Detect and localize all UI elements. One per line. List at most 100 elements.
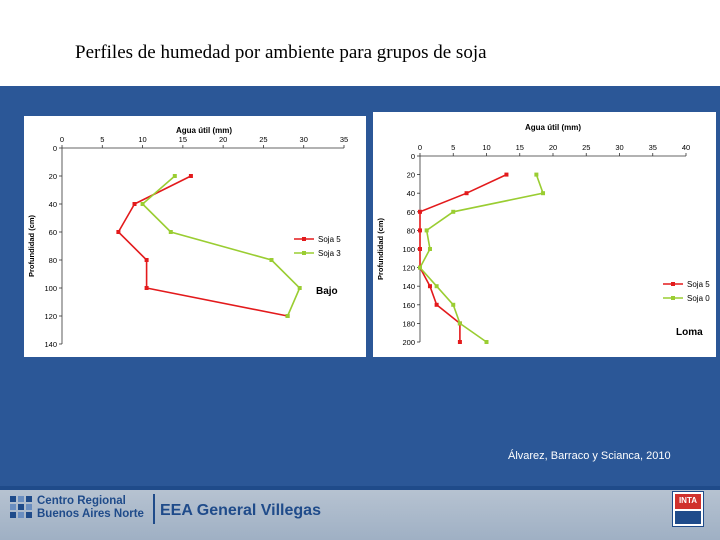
page-title: Perfiles de humedad por ambiente para gr…: [75, 42, 487, 63]
data-point: [534, 172, 539, 177]
data-point: [451, 209, 456, 214]
regional-center-line1: Centro Regional: [37, 495, 126, 507]
series-line: [419, 174, 545, 343]
y-tick-label: 160: [402, 301, 415, 310]
data-point: [168, 230, 173, 234]
x-tick-label: 0: [60, 135, 64, 144]
data-point: [144, 258, 149, 262]
footer-divider: [153, 494, 155, 524]
footer-top-line: [0, 486, 720, 490]
y-tick-label: 0: [411, 152, 415, 161]
x-tick-label: 30: [300, 135, 308, 144]
x-tick-label: 35: [340, 135, 348, 144]
source-credit: Álvarez, Barraco y Scianca, 2010: [508, 450, 671, 462]
legend-swatch-marker: [302, 251, 306, 255]
data-point: [418, 228, 422, 233]
y-tick-label: 60: [407, 208, 415, 217]
y-tick-label: 0: [53, 144, 57, 153]
data-point: [484, 340, 489, 344]
data-point: [434, 284, 439, 289]
y-tick-label: 80: [49, 256, 57, 265]
station-name: EEA General Villegas: [160, 502, 321, 519]
regional-center-logo-icon: [10, 496, 32, 518]
data-point: [418, 265, 422, 270]
x-tick-label: 40: [682, 143, 690, 152]
y-tick-label: 20: [49, 172, 57, 181]
data-point: [464, 191, 469, 196]
x-tick-label: 15: [179, 135, 187, 144]
data-point: [116, 230, 121, 234]
inta-logo-text: INTA: [678, 496, 698, 505]
data-point: [427, 284, 432, 289]
data-point: [297, 286, 302, 290]
x-tick-label: 5: [100, 135, 104, 144]
data-point: [285, 314, 290, 318]
legend-swatch-marker: [302, 237, 306, 241]
chart-loma-svg: Agua útil (mm) 0 5 10 15 20 25 30 35 40 0 20 40 60 80 1…: [376, 123, 710, 347]
legend-swatch-marker: [671, 296, 675, 300]
x-tick-label: 10: [138, 135, 146, 144]
x-tick-label: 10: [482, 143, 490, 152]
data-point: [457, 340, 462, 344]
inta-logo-red-block: [675, 494, 701, 509]
y-tick-label: 100: [44, 284, 57, 293]
legend-label: Soja 5: [687, 280, 710, 289]
chart-title: Agua útil (mm): [525, 123, 581, 132]
data-point: [144, 286, 149, 290]
y-tick-label: 60: [49, 228, 57, 237]
y-axis-label: Profundidad (cm): [376, 217, 385, 280]
data-point: [504, 172, 509, 177]
data-point: [541, 191, 546, 196]
y-tick-label: 100: [402, 245, 415, 254]
data-point: [451, 302, 456, 307]
legend-swatch-marker: [671, 282, 675, 286]
x-tick-label: 25: [259, 135, 267, 144]
x-tick-label: 25: [582, 143, 590, 152]
chart-bajo-svg: Agua útil (mm) 0 5 10 15 20 25 30 35 0 20 40 60 80 100…: [27, 126, 348, 349]
x-tick-label: 15: [516, 143, 524, 152]
y-tick-label: 200: [402, 338, 415, 347]
x-tick-label: 30: [615, 143, 623, 152]
series-line: [117, 175, 288, 317]
y-tick-label: 120: [44, 312, 57, 321]
data-point: [269, 258, 274, 262]
y-tick-label: 120: [402, 264, 415, 273]
chart-title: Agua útil (mm): [176, 126, 232, 135]
series-line: [419, 173, 507, 342]
legend-label: Soja 3: [318, 249, 341, 258]
y-tick-label: 140: [402, 282, 415, 291]
title-band: Perfiles de humedad por ambiente para gr…: [0, 0, 720, 86]
data-point: [172, 174, 177, 178]
y-tick-label: 140: [44, 340, 57, 349]
environment-annotation: Bajo: [316, 286, 338, 297]
legend-label: Soja 5: [318, 235, 341, 244]
data-point: [434, 302, 439, 307]
x-tick-label: 5: [451, 143, 455, 152]
inta-logo: INTA: [672, 491, 704, 527]
data-point: [418, 209, 422, 214]
x-tick-label: 35: [649, 143, 657, 152]
x-tick-label: 0: [418, 143, 422, 152]
y-tick-label: 40: [49, 200, 57, 209]
data-point: [140, 202, 145, 206]
chart-loma: Agua útil (mm) 0 5 10 15 20 25 30 35 40 0 20 40 60 80 1…: [373, 112, 716, 357]
y-tick-label: 80: [407, 226, 415, 235]
y-axis-label: Profundidad (cm): [27, 214, 36, 277]
data-point: [418, 247, 422, 251]
y-tick-label: 40: [407, 189, 415, 198]
x-tick-label: 20: [219, 135, 227, 144]
series-line: [141, 175, 301, 317]
x-tick-label: 20: [549, 143, 557, 152]
regional-center-name: Centro Regional Buenos Aires Norte: [37, 495, 144, 521]
y-tick-label: 20: [407, 171, 415, 180]
regional-center-line2: Buenos Aires Norte: [37, 508, 144, 520]
data-point: [188, 174, 193, 178]
data-point: [427, 247, 432, 251]
data-point: [457, 321, 462, 326]
chart-bajo: Agua útil (mm) 0 5 10 15 20 25 30 35 0 20 40 60 80 100…: [24, 116, 366, 357]
footer: [0, 486, 720, 540]
inta-logo-blue-block: [675, 511, 701, 524]
legend-label: Soja 0: [687, 294, 710, 303]
y-tick-label: 180: [402, 319, 415, 328]
data-point: [424, 228, 429, 233]
